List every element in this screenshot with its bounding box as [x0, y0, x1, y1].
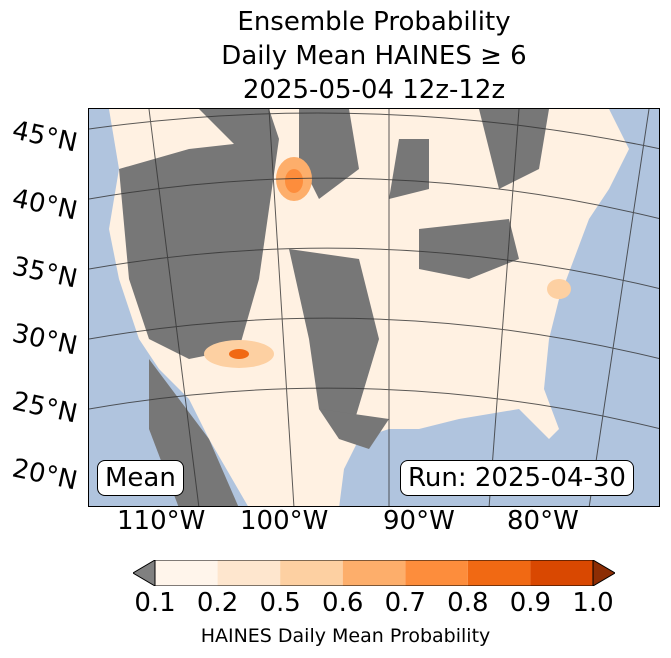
colorbar-segment	[217, 560, 281, 586]
graticule	[89, 109, 659, 506]
lon-label: 110°W	[117, 506, 206, 536]
title-line-3: 2025-05-04 12z-12z	[242, 75, 506, 105]
colorbar-frame	[154, 560, 594, 586]
colorbar	[133, 560, 615, 586]
colorbar-tick-label: 0.9	[509, 588, 552, 618]
colorbar-tick-label: 0.2	[196, 588, 239, 618]
colorbar-label: HAINES Daily Mean Probability	[200, 625, 491, 647]
colorbar-tick-label: 0.1	[134, 588, 176, 618]
fire-hotspots	[204, 157, 571, 368]
lat-label: 40°N	[9, 183, 80, 227]
lon-label: 80°W	[507, 506, 579, 536]
colorbar-tick-label: 0.6	[322, 588, 364, 618]
stat-label-box: Mean	[97, 460, 184, 496]
lat-label: 25°N	[9, 386, 80, 430]
lat-label: 45°N	[9, 115, 80, 159]
lon-label: 90°W	[383, 506, 455, 536]
colorbar-over-arrow	[592, 560, 615, 586]
colorbar-segment	[280, 560, 343, 586]
lat-label: 30°N	[9, 318, 80, 362]
map-panel	[88, 108, 660, 507]
title-line-1: Ensemble Probability	[237, 7, 511, 37]
masked-regions	[119, 109, 549, 449]
lat-label: 20°N	[9, 453, 80, 497]
colorbar-segment	[530, 560, 593, 586]
lon-label: 100°W	[240, 506, 329, 536]
colorbar-tick-label: 0.5	[259, 588, 301, 618]
run-label-box: Run: 2025-04-30	[400, 460, 634, 496]
colorbar-tick-label: 1.0	[572, 588, 614, 618]
lat-label: 35°N	[9, 251, 80, 295]
colorbar-under-arrow	[133, 560, 156, 586]
map-canvas	[89, 109, 659, 506]
colorbar-segment	[405, 560, 468, 586]
colorbar-tick-label: 0.7	[384, 588, 426, 618]
colorbar-segment	[467, 560, 531, 586]
colorbar-tick-label: 0.8	[447, 588, 489, 618]
title-line-2: Daily Mean HAINES ≥ 6	[221, 41, 527, 71]
colorbar-segment	[155, 560, 218, 586]
colorbar-segment	[342, 560, 406, 586]
